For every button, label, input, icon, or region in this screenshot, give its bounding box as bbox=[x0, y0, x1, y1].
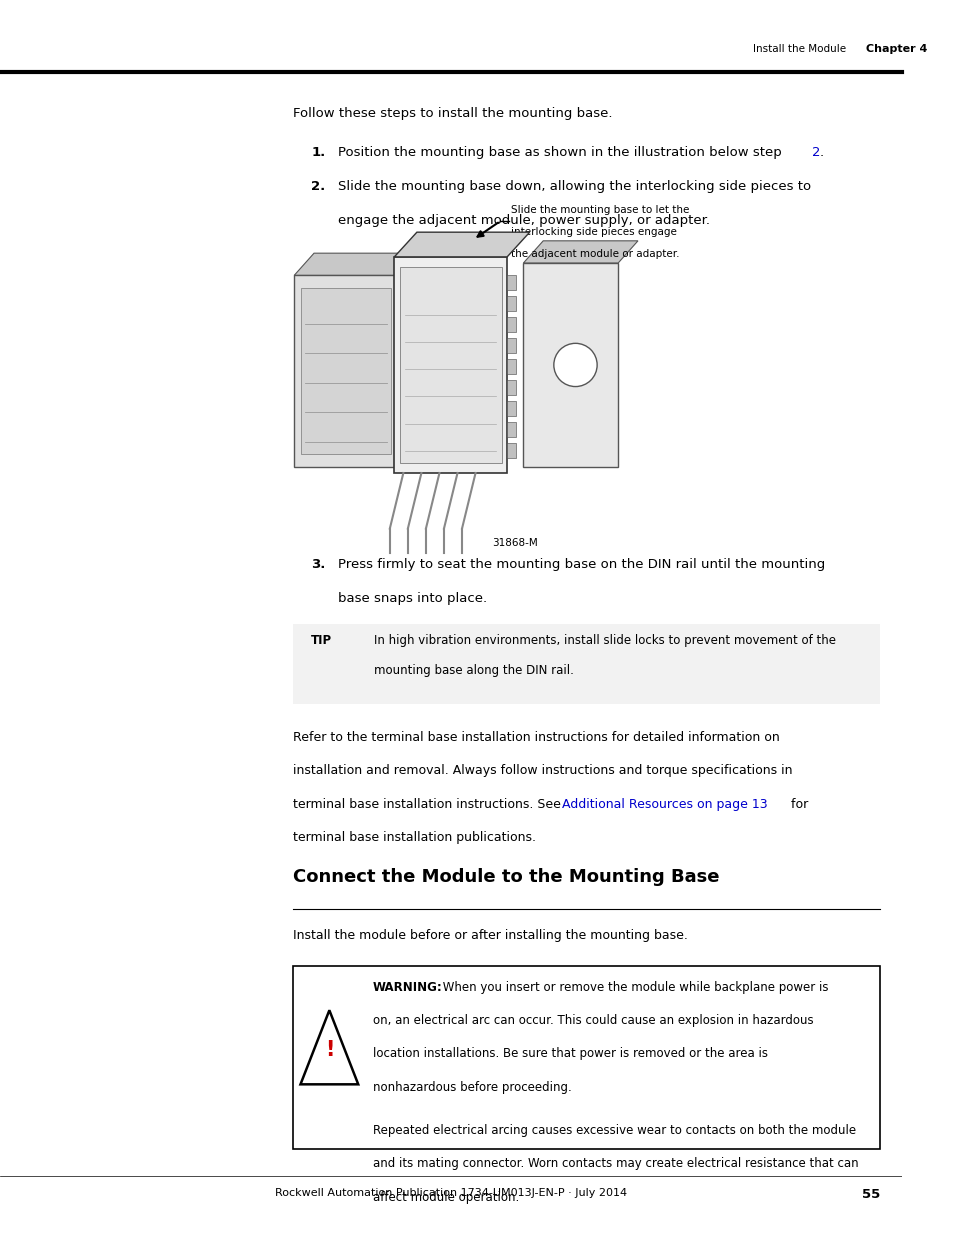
Text: Connect the Module to the Mounting Base: Connect the Module to the Mounting Base bbox=[293, 868, 719, 887]
Text: Refer to the terminal base installation instructions for detailed information on: Refer to the terminal base installation … bbox=[293, 731, 780, 745]
Text: Additional Resources on page 13: Additional Resources on page 13 bbox=[561, 798, 767, 811]
Text: Slide the mounting base to let the: Slide the mounting base to let the bbox=[511, 205, 689, 215]
Bar bbox=[294, 275, 397, 467]
Bar bbox=[507, 380, 516, 395]
Text: location installations. Be sure that power is removed or the area is: location installations. Be sure that pow… bbox=[373, 1047, 767, 1061]
Text: When you insert or remove the module while backplane power is: When you insert or remove the module whi… bbox=[439, 981, 828, 994]
Text: In high vibration environments, install slide locks to prevent movement of the: In high vibration environments, install … bbox=[375, 634, 836, 647]
Text: engage the adjacent module, power supply, or adapter.: engage the adjacent module, power supply… bbox=[338, 214, 710, 227]
Bar bbox=[399, 267, 501, 463]
Bar bbox=[507, 296, 516, 311]
Text: affect module operation.: affect module operation. bbox=[373, 1191, 518, 1204]
Text: 2: 2 bbox=[811, 146, 820, 159]
Bar bbox=[293, 966, 879, 1149]
Text: and its mating connector. Worn contacts may create electrical resistance that ca: and its mating connector. Worn contacts … bbox=[373, 1157, 858, 1171]
Bar bbox=[507, 275, 516, 290]
Bar bbox=[507, 359, 516, 374]
Text: 3.: 3. bbox=[311, 558, 325, 572]
Text: the adjacent module or adapter.: the adjacent module or adapter. bbox=[511, 249, 679, 259]
Polygon shape bbox=[294, 253, 417, 275]
Text: TIP: TIP bbox=[311, 634, 332, 647]
Text: Install the module before or after installing the mounting base.: Install the module before or after insta… bbox=[293, 929, 687, 942]
Text: 55: 55 bbox=[861, 1188, 879, 1202]
Text: Chapter 4: Chapter 4 bbox=[865, 44, 926, 54]
Ellipse shape bbox=[554, 343, 597, 387]
Bar bbox=[507, 317, 516, 332]
Text: .: . bbox=[819, 146, 822, 159]
Bar bbox=[301, 288, 391, 454]
Text: terminal base installation publications.: terminal base installation publications. bbox=[293, 831, 536, 845]
Polygon shape bbox=[394, 232, 529, 257]
Bar bbox=[523, 263, 618, 467]
Text: !: ! bbox=[324, 1040, 334, 1060]
Text: terminal base installation instructions. See: terminal base installation instructions.… bbox=[293, 798, 564, 811]
Text: Slide the mounting base down, allowing the interlocking side pieces to: Slide the mounting base down, allowing t… bbox=[338, 180, 811, 194]
Text: Press firmly to seat the mounting base on the DIN rail until the mounting: Press firmly to seat the mounting base o… bbox=[338, 558, 824, 572]
Text: Install the Module: Install the Module bbox=[753, 44, 845, 54]
Text: installation and removal. Always follow instructions and torque specifications i: installation and removal. Always follow … bbox=[293, 764, 792, 778]
Text: 1.: 1. bbox=[311, 146, 325, 159]
Bar bbox=[507, 443, 516, 458]
Text: Follow these steps to install the mounting base.: Follow these steps to install the mounti… bbox=[293, 107, 612, 121]
Text: Repeated electrical arcing causes excessive wear to contacts on both the module: Repeated electrical arcing causes excess… bbox=[373, 1124, 855, 1137]
Bar bbox=[507, 401, 516, 416]
Text: WARNING:: WARNING: bbox=[373, 981, 442, 994]
Text: mounting base along the DIN rail.: mounting base along the DIN rail. bbox=[375, 664, 574, 678]
Text: for: for bbox=[786, 798, 807, 811]
Bar bbox=[507, 338, 516, 353]
Text: 31868-M: 31868-M bbox=[492, 538, 537, 548]
Text: interlocking side pieces engage: interlocking side pieces engage bbox=[511, 227, 677, 237]
Text: on, an electrical arc can occur. This could cause an explosion in hazardous: on, an electrical arc can occur. This co… bbox=[373, 1014, 813, 1028]
Bar bbox=[394, 257, 507, 473]
Bar bbox=[293, 624, 879, 704]
Bar bbox=[507, 422, 516, 437]
Text: base snaps into place.: base snaps into place. bbox=[338, 592, 487, 605]
Polygon shape bbox=[523, 241, 638, 263]
Text: 2.: 2. bbox=[311, 180, 325, 194]
Text: Position the mounting base as shown in the illustration below step: Position the mounting base as shown in t… bbox=[338, 146, 785, 159]
Text: Rockwell Automation Publication 1734-UM013J-EN-P · July 2014: Rockwell Automation Publication 1734-UM0… bbox=[274, 1188, 626, 1198]
Text: nonhazardous before proceeding.: nonhazardous before proceeding. bbox=[373, 1081, 571, 1094]
Polygon shape bbox=[300, 1010, 358, 1084]
